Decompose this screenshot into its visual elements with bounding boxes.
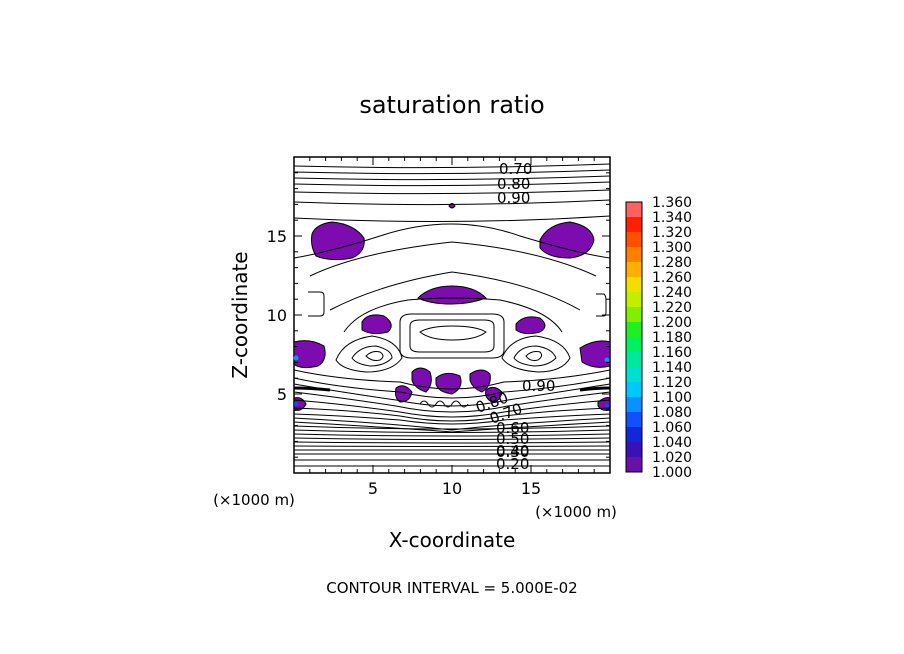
contour-label: 0.40: [496, 442, 529, 460]
colorbar-swatch: [626, 202, 642, 217]
x-tick-label: 5: [368, 479, 378, 498]
colorbar-label: 1.000: [652, 465, 692, 481]
colorbar-label: 1.140: [652, 360, 692, 376]
colorbar-label: 1.320: [652, 225, 692, 241]
x-tick-label: 10: [442, 479, 462, 498]
contour-label: 0.90: [497, 189, 530, 207]
colorbar-label: 1.300: [652, 240, 692, 256]
y-tick-label: 15: [267, 227, 287, 246]
colorbar-label: 1.220: [652, 300, 692, 316]
spots: [293, 355, 610, 408]
colorbar-label: 1.180: [652, 330, 692, 346]
colorbar-swatch: [626, 382, 642, 397]
x-axis-label: X-coordinate: [389, 528, 516, 552]
contour-label: 0.50: [496, 430, 529, 448]
y-tick-label: 10: [267, 306, 287, 325]
colorbar-label: 1.240: [652, 285, 692, 301]
y-unit-label: (×1000 m): [213, 491, 295, 509]
colorbar: 1.0001.0201.0401.0601.0801.1001.1201.140…: [625, 195, 692, 481]
region-center-mid: [417, 285, 487, 305]
region-lower-right: [485, 386, 503, 403]
x-tick-label: 15: [521, 479, 541, 498]
colorbar-swatch: [626, 307, 642, 322]
colorbar-label: 1.040: [652, 435, 692, 451]
y-axis-label: Z-coordinate: [228, 251, 252, 378]
region-upper-right: [539, 221, 595, 259]
colorbar-swatch: [626, 292, 642, 307]
colorbar-swatch: [626, 352, 642, 367]
contour-label: 0.30: [496, 443, 529, 461]
colorbar-label: 1.020: [652, 450, 692, 466]
colorbar-label: 1.060: [652, 420, 692, 436]
colorbar-label: 1.360: [652, 195, 692, 211]
colorbar-swatch: [626, 232, 642, 247]
x-unit-label: (×1000 m): [535, 503, 617, 521]
colorbar-swatch: [626, 412, 642, 427]
region-left-lobe: [361, 314, 392, 335]
plot-area: 0.70 0.80 0.90 0.90 0.80 0.70 0.60 0.50 …: [293, 156, 611, 474]
colorbar-swatch: [626, 322, 642, 337]
colorbar-label: 1.280: [652, 255, 692, 271]
colorbar-label: 1.160: [652, 345, 692, 361]
region-right-edge: [579, 340, 611, 368]
colorbar-label: 1.260: [652, 270, 692, 286]
colorbar-swatch: [626, 442, 642, 457]
colorbar-swatch: [626, 457, 642, 472]
chart-title: saturation ratio: [359, 91, 544, 119]
colorbar-swatch: [626, 277, 642, 292]
colorbar-swatch: [626, 247, 642, 262]
colorbar-label: 1.080: [652, 405, 692, 421]
colorbar-swatch: [626, 337, 642, 352]
region-right-lobe: [515, 316, 546, 335]
colorbar-swatch: [626, 427, 642, 442]
colorbar-swatch: [626, 262, 642, 277]
contour-labels: 0.70 0.80 0.90 0.90 0.80 0.70 0.60 0.50 …: [473, 160, 555, 473]
contour-label: 0.90: [522, 377, 555, 395]
colorbar-swatch: [626, 217, 642, 232]
colorbar-label: 1.200: [652, 315, 692, 331]
axis-ticks: [294, 157, 610, 473]
y-tick-label: 5: [277, 385, 287, 404]
supersaturation-regions: [293, 203, 611, 411]
contour-label: 0.60: [496, 419, 529, 437]
colorbar-label: 1.100: [652, 390, 692, 406]
contour-interval-note: CONTOUR INTERVAL = 5.000E-02: [326, 579, 577, 597]
contour-label: 0.80: [497, 175, 530, 193]
colorbar-swatch: [626, 397, 642, 412]
colorbar-swatch: [626, 367, 642, 382]
contour-lines: [293, 163, 611, 467]
colorbar-frame: [625, 201, 643, 473]
contour-label: 0.70: [499, 160, 532, 178]
contour-label: 0.20: [496, 455, 529, 473]
colorbar-label: 1.120: [652, 375, 692, 391]
tick-labels: 5 10 15 5 10 15: [267, 227, 542, 498]
region-lower-left: [395, 385, 413, 403]
plot-frame: [293, 156, 611, 474]
region-left-edge: [293, 340, 326, 369]
colorbar-label: 1.340: [652, 210, 692, 226]
